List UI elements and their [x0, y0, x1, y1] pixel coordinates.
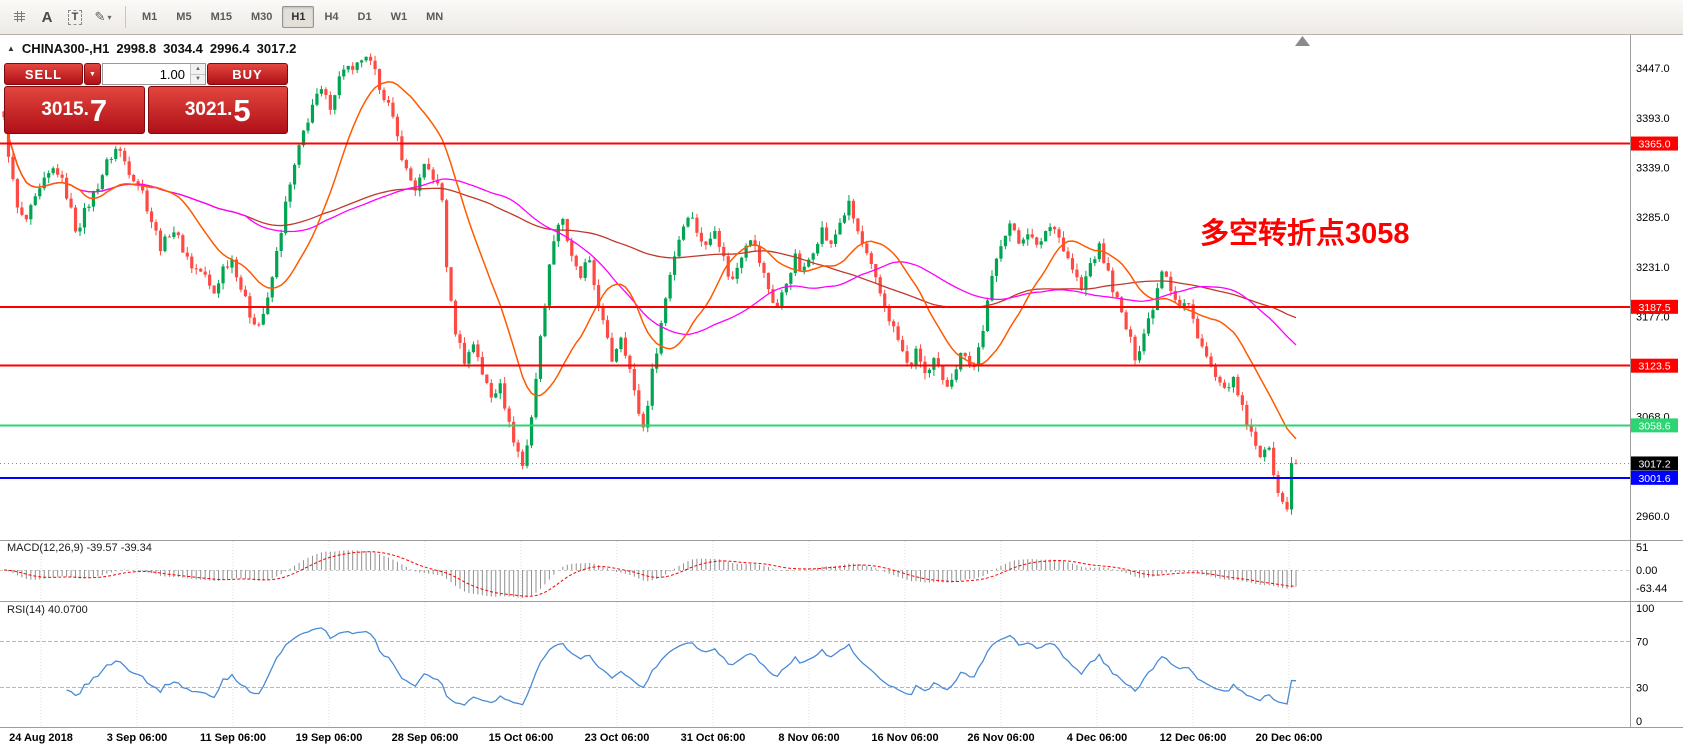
buy-button[interactable]: BUY: [207, 63, 288, 85]
moving-averages-layer: [3, 80, 1297, 440]
open-value: 2998.8: [116, 41, 157, 56]
svg-text:3017.2: 3017.2: [1638, 458, 1670, 470]
dropdown-caret-icon: ▾: [107, 12, 112, 22]
scroll-marker-icon[interactable]: [1295, 36, 1310, 46]
trade-prices-row: 3015. 7 3021. 5: [4, 86, 288, 134]
grid-lines-icon[interactable]: [6, 4, 32, 30]
svg-text:30: 30: [1636, 683, 1648, 695]
volume-dropdown-button[interactable]: ▼: [84, 63, 101, 85]
timeframe-M1[interactable]: M1: [142, 11, 158, 23]
svg-text:0: 0: [1636, 716, 1642, 728]
pencil-icon: ✎: [94, 9, 106, 24]
svg-text:3231.0: 3231.0: [1636, 262, 1670, 274]
text-label-tool-icon[interactable]: A: [41, 8, 53, 26]
down-arrow-icon: ▼: [89, 70, 96, 78]
volume-increment-button[interactable]: ▲: [191, 64, 205, 75]
ohlc-header: ▲ CHINA300-,H1 2998.8 3034.4 2996.4 3017…: [7, 41, 296, 56]
svg-text:3 Sep 06:00: 3 Sep 06:00: [107, 732, 168, 744]
macd-label: MACD(12,26,9) -39.57 -39.34: [7, 542, 152, 554]
svg-text:3447.0: 3447.0: [1636, 63, 1670, 75]
svg-text:15 Oct 06:00: 15 Oct 06:00: [489, 732, 554, 744]
svg-text:16 Nov 06:00: 16 Nov 06:00: [871, 732, 938, 744]
low-value: 2996.4: [209, 41, 250, 56]
svg-text:2960.0: 2960.0: [1636, 511, 1670, 523]
timeframe-group: M1 M5 M15 M30 H1 H4 D1 W1 MN: [133, 6, 453, 28]
timeframe-D1[interactable]: D1: [357, 11, 372, 23]
svg-text:3285.0: 3285.0: [1636, 212, 1670, 224]
svg-text:3365.0: 3365.0: [1638, 139, 1670, 151]
expand-icon[interactable]: ▲: [7, 44, 15, 53]
trade-controls-row: SELL ▼ 1.00 ▲ ▼ BUY: [4, 63, 288, 85]
volume-decrement-button[interactable]: ▼: [191, 74, 205, 84]
svg-text:3339.0: 3339.0: [1636, 162, 1670, 174]
volume-field: 1.00 ▲ ▼: [102, 63, 206, 85]
svg-text:51: 51: [1636, 542, 1648, 554]
svg-text:70: 70: [1636, 637, 1648, 649]
symbol-timeframe: CHINA300-,H1: [21, 41, 110, 56]
svg-text:4 Dec 06:00: 4 Dec 06:00: [1067, 732, 1128, 744]
timeframe-MN[interactable]: MN: [426, 11, 444, 23]
svg-text:3001.6: 3001.6: [1638, 473, 1670, 485]
timeframe-W1[interactable]: W1: [390, 11, 408, 23]
buy-price-pip: 5: [233, 92, 251, 128]
rsi-panel: 100 70 30 0: [0, 602, 1654, 728]
svg-text:-63.44: -63.44: [1636, 583, 1667, 595]
svg-text:31 Oct 06:00: 31 Oct 06:00: [681, 732, 746, 744]
svg-text:0.00: 0.00: [1636, 565, 1657, 577]
svg-text:3393.0: 3393.0: [1636, 113, 1670, 125]
timeframe-H4[interactable]: H4: [324, 11, 339, 23]
grid-layer: [0, 35, 1683, 728]
sell-price-pip: 7: [89, 92, 108, 128]
svg-text:23 Oct 06:00: 23 Oct 06:00: [585, 732, 650, 744]
annotation-text: 多空转折点3058: [1200, 218, 1410, 250]
draw-tool-icon[interactable]: ✎ ▾: [90, 4, 116, 30]
timeframe-M30[interactable]: M30: [250, 11, 273, 23]
macd-panel: 51 0.00 -63.44: [0, 541, 1667, 600]
one-click-trading-panel: SELL ▼ 1.00 ▲ ▼ BUY 3015. 7 3021. 5: [4, 63, 288, 134]
text-box-tool-icon[interactable]: T: [62, 4, 88, 30]
price-levels-layer: [0, 142, 1630, 479]
timeframe-M5[interactable]: M5: [176, 11, 192, 23]
buy-price: 3021.: [184, 99, 233, 120]
time-axis[interactable]: 24 Aug 2018 3 Sep 06:00 11 Sep 06:00 19 Sep…: [9, 732, 1322, 744]
sell-price: 3015.: [41, 99, 89, 120]
buy-price-box[interactable]: 3021. 5: [147, 86, 288, 134]
grid-lines-glyph: [13, 11, 25, 22]
text-box-glyph: T: [67, 9, 83, 25]
volume-stepper: ▲ ▼: [190, 64, 205, 84]
svg-text:11 Sep 06:00: 11 Sep 06:00: [200, 732, 266, 744]
svg-text:8 Nov 06:00: 8 Nov 06:00: [778, 732, 839, 744]
timeframe-H1[interactable]: H1: [282, 6, 315, 28]
toolbar-separator: [125, 6, 126, 28]
price-axis[interactable]: 3447.03393.03339.03285.03231.03177.03068…: [1631, 63, 1678, 523]
svg-text:19 Sep 06:00: 19 Sep 06:00: [296, 732, 363, 744]
volume-input[interactable]: 1.00: [159, 67, 185, 82]
timeframe-M15[interactable]: M15: [210, 11, 232, 23]
svg-text:26 Nov 06:00: 26 Nov 06:00: [967, 732, 1034, 744]
toolbar: A T ✎ ▾ M1 M5 M15 M30 H1 H4 D1 W1 MN: [0, 0, 1683, 35]
sell-price-box[interactable]: 3015. 7: [4, 86, 145, 134]
svg-text:20 Dec 06:00: 20 Dec 06:00: [1256, 732, 1323, 744]
svg-text:24 Aug 2018: 24 Aug 2018: [9, 732, 73, 744]
sell-button[interactable]: SELL: [4, 63, 83, 85]
svg-text:3187.5: 3187.5: [1638, 302, 1670, 314]
close-value: 3017.2: [256, 41, 297, 56]
rsi-label: RSI(14) 40.0700: [7, 604, 88, 616]
svg-text:3123.5: 3123.5: [1638, 361, 1670, 373]
svg-text:3058.6: 3058.6: [1638, 420, 1670, 432]
high-value: 3034.4: [163, 41, 203, 56]
svg-text:3177.0: 3177.0: [1636, 311, 1670, 323]
svg-text:100: 100: [1636, 603, 1654, 615]
svg-text:28 Sep 06:00: 28 Sep 06:00: [392, 732, 459, 744]
svg-text:12 Dec 06:00: 12 Dec 06:00: [1160, 732, 1227, 744]
